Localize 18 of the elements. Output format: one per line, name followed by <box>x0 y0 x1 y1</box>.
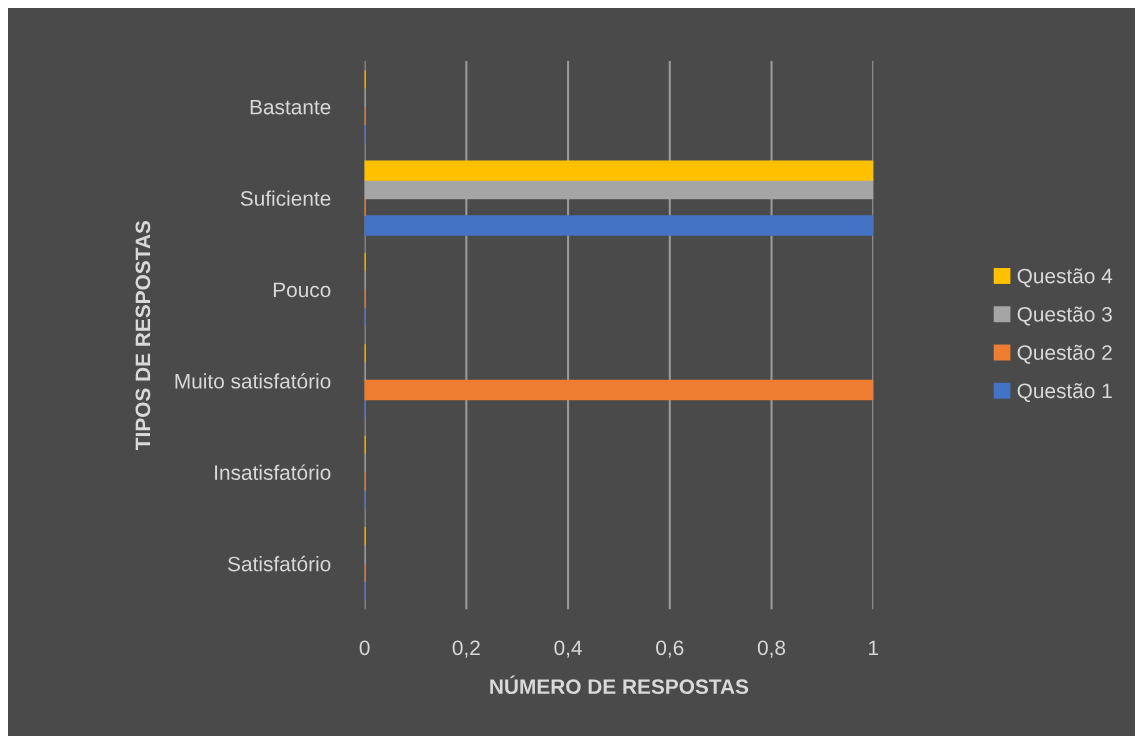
x-tick-label: 0 <box>359 640 370 656</box>
y-tick-label: Suficiente <box>240 190 331 206</box>
legend-label: Questão 1 <box>1017 383 1112 402</box>
y-tick-label: Satisfatório <box>228 555 331 572</box>
y-axis-title: TIPOS DE RESPOSTAS <box>135 220 151 450</box>
x-tick-label: 0,8 <box>757 640 786 658</box>
x-tick-label: 0,6 <box>656 640 684 658</box>
x-axis-title: NÚMERO DE RESPOSTAS <box>490 675 749 695</box>
legend-label: Questão 2 <box>1017 344 1112 364</box>
x-tick-label: 0,2 <box>452 640 480 658</box>
legend-label: Questão 3 <box>1017 306 1112 326</box>
y-tick-label: Insatisfatório <box>215 464 331 481</box>
x-tick-label: 1 <box>869 640 879 655</box>
y-tick-label: Muito satisfatório <box>175 373 331 389</box>
x-tick-label: 0,4 <box>554 640 582 658</box>
y-tick-label: Bastante <box>250 99 331 115</box>
y-tick-label: Pouco <box>273 282 331 298</box>
legend-label: Questão 4 <box>1017 268 1113 288</box>
